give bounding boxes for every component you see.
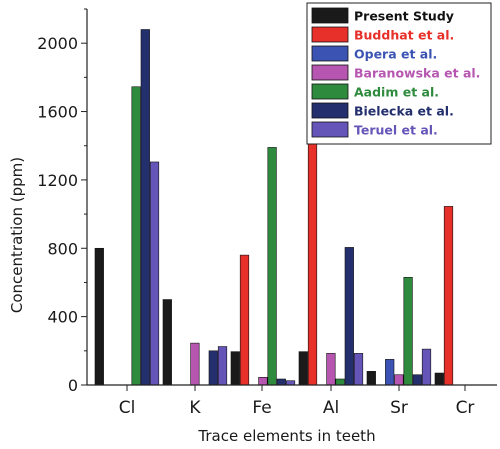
x-axis-title: Trace elements in teeth <box>197 427 375 445</box>
bar-cl-present-study <box>94 247 104 386</box>
y-axis-title: Concentration (ppm) <box>8 157 26 313</box>
legend-label: Present Study <box>354 9 454 24</box>
y-tick-label: 1200 <box>37 171 78 190</box>
bar-sr-bielecka-et-al <box>412 374 422 386</box>
legend-swatch <box>311 102 349 119</box>
x-tick-label-k: K <box>189 398 201 418</box>
legend-label: Buddhat et al. <box>354 28 454 43</box>
legend-swatch <box>311 7 349 24</box>
y-tick-label: 2000 <box>37 34 78 53</box>
bar-al-buddhat-et-al <box>307 136 318 386</box>
bar-k-baranowska-et-al <box>190 342 200 386</box>
legend-label: Teruel et al. <box>354 123 438 138</box>
bar-cl-bielecka-et-al <box>140 29 150 386</box>
bar-fe-teruel-et-al <box>285 380 296 386</box>
bar-sr-aadim-et-al <box>403 277 413 386</box>
bar-fe-buddhat-et-al <box>239 254 250 386</box>
y-tick-label: 0 <box>68 376 78 395</box>
bar-cr-buddhat-et-al <box>443 206 454 386</box>
legend-swatch <box>311 121 349 138</box>
legend-swatch <box>311 83 349 100</box>
bar-al-aadim-et-al <box>335 378 345 386</box>
legend-swatch <box>311 64 349 81</box>
bar-fe-bielecka-et-al <box>276 378 286 386</box>
bar-al-present-study <box>298 351 308 386</box>
bar-al-bielecka-et-al <box>344 247 354 386</box>
bar-cr-present-study <box>434 372 444 386</box>
x-tick-label-cl: Cl <box>119 398 136 418</box>
legend-label: Bielecka et al. <box>354 104 454 119</box>
legend-swatch <box>311 26 349 43</box>
bar-sr-teruel-et-al <box>421 348 432 386</box>
x-tick-label-fe: Fe <box>252 398 271 418</box>
legend-label: Baranowska et al. <box>354 66 480 81</box>
axes-group: 0 400 800 1200 1600 2000 Cl K Fe Al Sr Cr <box>37 8 497 418</box>
bar-cl-aadim-et-al <box>131 86 141 386</box>
y-tick-label: 400 <box>47 308 78 327</box>
y-tick-label: 800 <box>47 239 78 258</box>
legend-label: Opera et al. <box>354 47 437 62</box>
legend-swatch <box>311 45 349 62</box>
bars-group <box>94 29 454 386</box>
legend-label: Aadim et al. <box>354 85 439 100</box>
bar-sr-present-study <box>366 371 376 386</box>
bar-al-baranowska-et-al <box>326 353 336 386</box>
bar-sr-opera-et-al <box>385 359 395 386</box>
x-tick-label-cr: Cr <box>456 398 475 418</box>
bar-sr-baranowska-et-al <box>394 374 404 386</box>
bar-fe-aadim-et-al <box>267 147 277 386</box>
x-tick-label-sr: Sr <box>390 398 408 418</box>
x-tick-label-al: Al <box>323 398 339 418</box>
legend: Present Study Buddhat et al. Opera et al. B… <box>306 2 492 145</box>
bar-cl-teruel-et-al <box>149 161 160 386</box>
y-tick-label: 1600 <box>37 103 78 122</box>
bar-k-present-study <box>162 299 172 386</box>
bar-fe-baranowska-et-al <box>258 377 268 386</box>
bar-k-teruel-et-al <box>217 346 228 386</box>
bar-k-bielecka-et-al <box>208 350 218 386</box>
bar-al-teruel-et-al <box>353 353 364 386</box>
bar-fe-present-study <box>230 351 240 386</box>
